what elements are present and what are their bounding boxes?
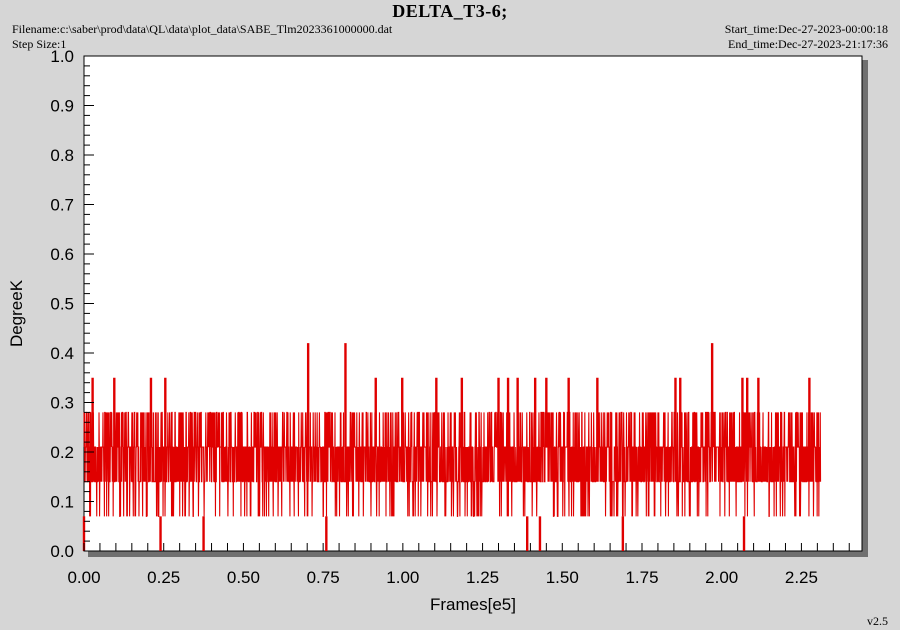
x-tick-label: 0.25 [147, 568, 180, 587]
y-tick-label: 0.2 [50, 443, 74, 462]
y-tick-label: 0.3 [50, 394, 74, 413]
filename-label: Filename:c:\saber\prod\data\QL\data\plot… [12, 22, 393, 36]
step-size-label: Step Size:1 [12, 37, 67, 51]
y-tick-label: 0.4 [50, 344, 74, 363]
version-label: v2.5 [867, 614, 888, 628]
x-tick-label: 0.00 [67, 568, 100, 587]
chart-title: DELTA_T3-6; [392, 1, 508, 21]
series-line [83, 411, 822, 517]
series-layer [82, 343, 822, 551]
x-tick-label: 2.00 [705, 568, 738, 587]
y-tick-label: 0.8 [50, 146, 74, 165]
x-tick-label: 0.50 [227, 568, 260, 587]
y-tick-label: 1.0 [50, 47, 74, 66]
x-axis-label: Frames[e5] [430, 595, 516, 614]
y-tick-label: 0.0 [50, 542, 74, 561]
y-tick-label: 0.1 [50, 493, 74, 512]
end-time-label: End_time:Dec-27-2023-21:17:36 [728, 37, 888, 51]
x-tick-label: 1.25 [466, 568, 499, 587]
y-tick-label: 0.9 [50, 97, 74, 116]
y-axis-label: DegreeK [7, 279, 26, 347]
y-tick-label: 0.6 [50, 245, 74, 264]
start-time-label: Start_time:Dec-27-2023-00:00:18 [724, 22, 888, 36]
x-tick-label: 1.00 [386, 568, 419, 587]
x-tick-label: 0.75 [307, 568, 340, 587]
x-tick-label: 1.50 [546, 568, 579, 587]
y-tick-label: 0.7 [50, 196, 74, 215]
y-tick-label: 0.5 [50, 295, 74, 314]
x-tick-label: 1.75 [625, 568, 658, 587]
axis-layer: 0.0 0.1 0.2 0.3 0.4 0.5 0.6 0.7 0.8 0.9 1.0 0.00 0.2… [50, 47, 850, 587]
x-tick-label: 2.25 [785, 568, 818, 587]
